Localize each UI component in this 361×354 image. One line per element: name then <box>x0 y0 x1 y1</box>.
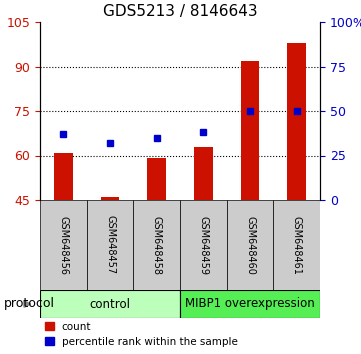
Bar <box>54 153 73 200</box>
Bar <box>101 197 119 200</box>
Text: GSM648460: GSM648460 <box>245 216 255 274</box>
Text: GSM648461: GSM648461 <box>292 216 302 274</box>
Text: GSM648459: GSM648459 <box>198 216 208 274</box>
Bar <box>287 43 306 200</box>
Bar <box>194 147 213 200</box>
Bar <box>180 200 227 290</box>
Bar <box>147 159 166 200</box>
Bar <box>87 200 133 290</box>
Title: GDS5213 / 8146643: GDS5213 / 8146643 <box>103 5 257 19</box>
Bar <box>40 290 180 318</box>
Bar <box>241 61 259 200</box>
Legend: count, percentile rank within the sample: count, percentile rank within the sample <box>45 322 238 347</box>
Text: control: control <box>90 297 130 310</box>
Text: MIBP1 overexpression: MIBP1 overexpression <box>185 297 315 310</box>
Bar <box>40 200 87 290</box>
Bar <box>180 290 320 318</box>
Bar <box>273 200 320 290</box>
Text: GSM648458: GSM648458 <box>152 216 162 274</box>
Bar <box>133 200 180 290</box>
Text: protocol: protocol <box>4 297 55 310</box>
Bar <box>227 200 273 290</box>
Text: GSM648457: GSM648457 <box>105 216 115 275</box>
Text: GSM648456: GSM648456 <box>58 216 68 274</box>
